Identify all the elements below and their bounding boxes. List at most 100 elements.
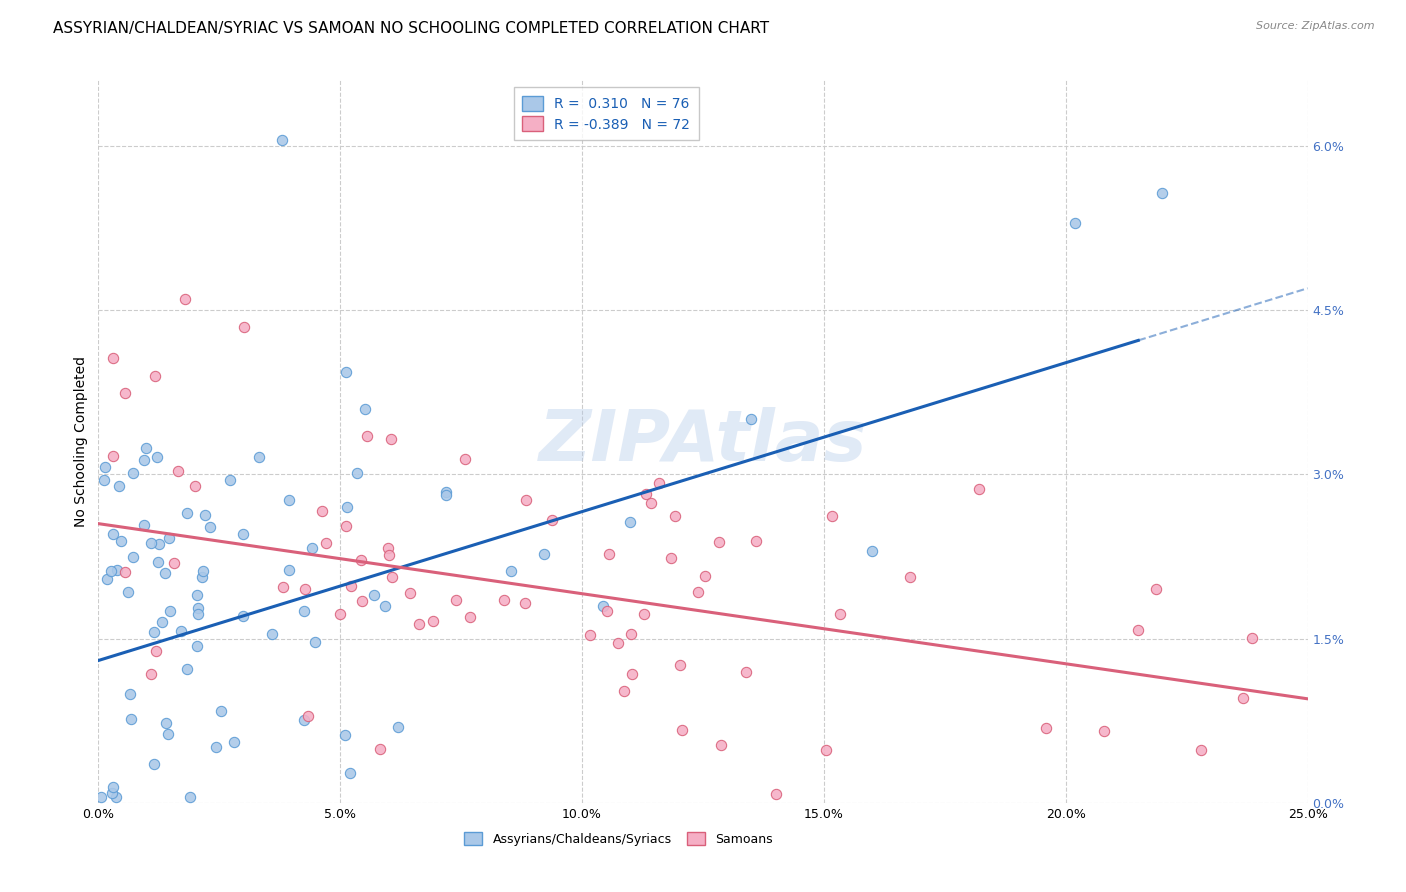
Point [105,563,128,577]
Point [100,564,122,578]
Point [740,412,762,426]
Point [155,566,177,580]
Point [277,563,299,577]
Point [613,684,636,698]
Point [135,441,157,455]
Point [297,709,319,723]
Point [533,547,555,561]
Point [636,487,658,501]
Point [101,786,124,800]
Point [247,450,270,464]
Point [134,518,156,533]
Point [174,292,197,306]
Point [186,588,208,602]
Point [94,459,117,474]
Point [339,765,361,780]
Point [170,624,193,639]
Point [444,592,467,607]
Point [1092,723,1115,738]
Point [232,608,254,623]
Y-axis label: No Schooling Completed: No Schooling Completed [75,356,89,527]
Point [1035,721,1057,735]
Point [815,743,838,757]
Point [96,572,118,586]
Point [132,452,155,467]
Point [315,536,337,550]
Point [356,429,378,443]
Point [592,599,614,613]
Point [693,569,716,583]
Point [121,549,143,564]
Point [664,508,686,523]
Point [596,604,619,618]
Point [194,508,217,522]
Point [155,716,177,731]
Point [114,565,136,579]
Point [499,564,522,578]
Point [765,787,787,801]
Point [209,704,232,718]
Point [434,487,457,501]
Point [186,639,208,653]
Point [1152,186,1174,201]
Point [381,570,404,584]
Point [110,534,132,549]
Point [101,351,124,365]
Text: ZIPAtlas: ZIPAtlas [538,407,868,476]
Point [103,449,125,463]
Point [200,520,222,534]
Point [659,551,682,566]
Point [167,464,190,478]
Point [458,610,481,624]
Point [148,555,170,569]
Point [232,319,254,334]
Point [104,790,127,805]
Point [1240,632,1263,646]
Point [311,504,333,518]
Point [191,569,214,583]
Point [114,386,136,401]
Point [292,604,315,618]
Point [157,531,180,545]
Point [1128,623,1150,637]
Point [354,402,377,417]
Point [145,644,167,658]
Point [1064,216,1087,230]
Point [117,584,139,599]
Point [90,790,112,805]
Point [260,627,283,641]
Point [176,506,198,520]
Point [513,596,536,610]
Point [120,712,142,726]
Point [598,547,620,561]
Point [340,579,363,593]
Point [301,541,323,556]
Point [191,564,214,578]
Point [205,739,228,754]
Point [368,741,391,756]
Point [222,735,245,749]
Point [294,713,316,727]
Point [271,580,294,594]
Point [187,600,209,615]
Point [218,473,240,487]
Point [329,607,352,622]
Point [374,599,396,613]
Point [454,451,477,466]
Point [377,541,399,556]
Point [304,635,326,649]
Point [176,662,198,676]
Point [335,365,357,379]
Point [93,473,115,487]
Text: ASSYRIAN/CHALDEAN/SYRIAC VS SAMOAN NO SCHOOLING COMPLETED CORRELATION CHART: ASSYRIAN/CHALDEAN/SYRIAC VS SAMOAN NO SC… [53,21,769,36]
Point [422,614,444,628]
Point [830,607,852,621]
Point [541,513,564,527]
Point [709,535,731,549]
Point [179,790,201,805]
Point [120,687,142,701]
Point [1189,743,1212,757]
Point [335,518,357,533]
Text: Source: ZipAtlas.com: Source: ZipAtlas.com [1257,21,1375,30]
Point [346,466,368,480]
